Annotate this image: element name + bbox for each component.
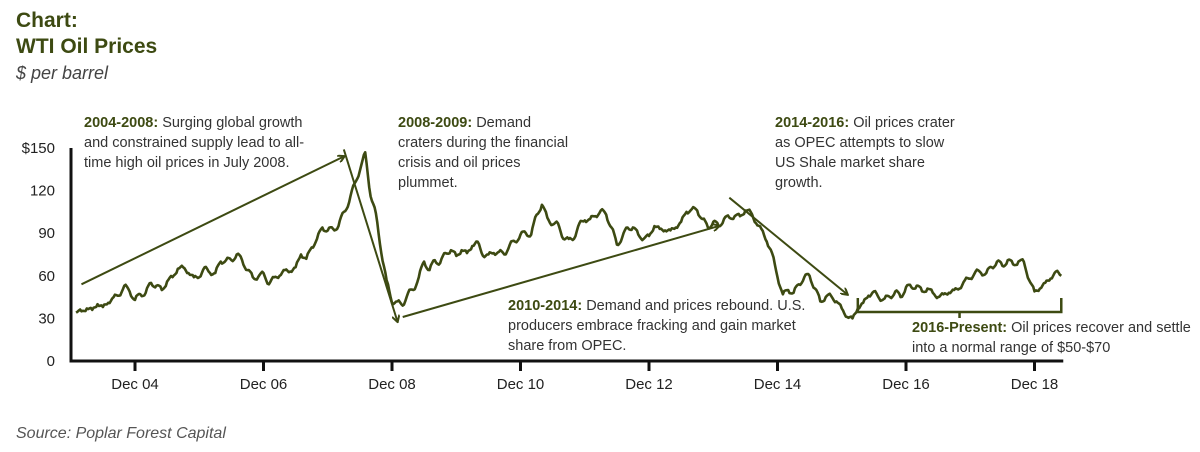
y-tick-label: 0 bbox=[47, 353, 55, 370]
annotation-2008-2009: 2008-2009: Demand craters during the fin… bbox=[398, 113, 573, 193]
chart-label: Chart: bbox=[16, 9, 78, 32]
arrow-2010-2014 bbox=[402, 226, 719, 318]
bracket-2016-Present bbox=[856, 298, 1063, 318]
annotation-period: 2004-2008: bbox=[84, 115, 159, 131]
x-tick-label: Dec 12 bbox=[625, 376, 673, 393]
annotation-period: 2008-2009: bbox=[398, 115, 473, 131]
y-tick-label: 60 bbox=[38, 268, 55, 285]
annotation-period: 2016-Present: bbox=[912, 320, 1008, 336]
x-tick-label: Dec 16 bbox=[882, 376, 930, 393]
annotation-text: Oil prices recover and settle into a nor… bbox=[912, 320, 1191, 356]
y-tick-label: 30 bbox=[38, 310, 55, 327]
annotation-period: 2010-2014: bbox=[508, 298, 583, 314]
x-tick-label: Dec 04 bbox=[111, 376, 159, 393]
annotation-2010-2014: 2010-2014: Demand and prices rebound. U.… bbox=[508, 296, 813, 356]
y-tick-label: $150 bbox=[22, 140, 55, 157]
chart-title: WTI Oil Prices bbox=[16, 35, 158, 58]
x-tick-label: Dec 18 bbox=[1011, 376, 1059, 393]
chart-subtitle: $ per barrel bbox=[16, 63, 109, 83]
arrow-2004-2008 bbox=[81, 157, 343, 286]
x-tick-label: Dec 06 bbox=[240, 376, 288, 393]
x-tick-label: Dec 14 bbox=[754, 376, 802, 393]
x-tick-label: Dec 08 bbox=[368, 376, 416, 393]
y-tick-label: 120 bbox=[30, 183, 55, 200]
arrow-2014-2016 bbox=[728, 196, 847, 295]
annotation-text: Demand and prices rebound. U.S. producer… bbox=[508, 298, 806, 354]
annotation-text: Surging global growth and constrained su… bbox=[84, 115, 305, 171]
y-tick-label: 90 bbox=[38, 225, 55, 242]
series-layer bbox=[75, 151, 1063, 320]
annotation-period: 2014-2016: bbox=[775, 115, 850, 131]
annotation-2016-present: 2016-Present: Oil prices recover and set… bbox=[912, 318, 1200, 358]
annotation-text: Oil prices crater as OPEC attempts to sl… bbox=[775, 115, 955, 191]
annotation-2014-2016: 2014-2016: Oil prices crater as OPEC att… bbox=[775, 113, 960, 193]
source-note: Source: Poplar Forest Capital bbox=[16, 425, 226, 442]
annotation-text: Demand craters during the financial cris… bbox=[398, 115, 569, 191]
x-tick-label: Dec 10 bbox=[497, 376, 545, 393]
annotation-2004-2008: 2004-2008: Surging global growth and con… bbox=[84, 113, 314, 173]
axes: 0 30 60 90 120 $150 Dec 04 Dec 06 Dec 08 Dec 10 De… bbox=[22, 140, 1064, 393]
